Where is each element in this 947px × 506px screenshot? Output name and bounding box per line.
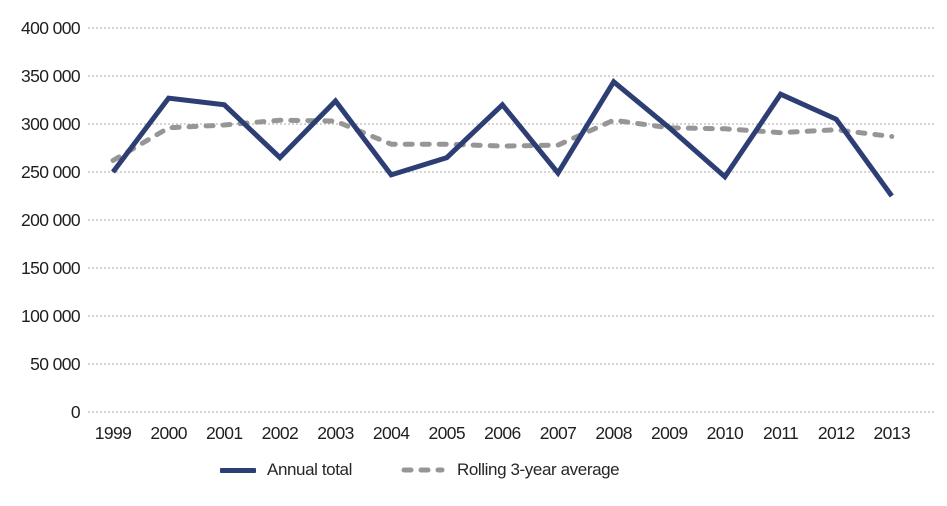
y-axis-tick-label: 0 [71, 402, 81, 422]
y-axis-tick-label: 350 000 [21, 66, 81, 86]
x-axis-tick-label: 2007 [540, 423, 577, 443]
x-axis-tick-label: 2002 [262, 423, 299, 443]
rolling-average-dash-swatch [401, 467, 445, 473]
x-axis-tick-label: 2008 [595, 423, 632, 443]
annual-total-line-swatch [220, 467, 256, 473]
series-line-annual-total [111, 78, 894, 198]
y-axis-tick-label: 100 000 [21, 306, 81, 326]
y-axis-tick-label: 150 000 [21, 258, 81, 278]
x-axis-tick-label: 1999 [95, 423, 132, 443]
x-axis-tick-label: 2009 [651, 423, 688, 443]
x-axis-tick-label: 2005 [429, 423, 466, 443]
x-axis-tick-label: 2010 [707, 423, 744, 443]
chart-legend: Annual total Rolling 3-year average [220, 458, 620, 482]
series-line-rolling-3-year-average [110, 117, 895, 163]
y-axis-tick-label: 200 000 [21, 210, 81, 230]
y-axis-tick-label: 250 000 [21, 162, 81, 182]
x-axis-tick-label: 2003 [317, 423, 354, 443]
legend-label-rolling-average: Rolling 3-year average [457, 460, 620, 479]
legend-label-annual-total: Annual total [267, 460, 352, 479]
y-axis-tick-label: 300 000 [21, 114, 81, 134]
x-axis-tick-label: 2006 [484, 423, 521, 443]
x-axis-tick-label: 2001 [206, 423, 243, 443]
y-axis-tick-label: 400 000 [21, 18, 81, 38]
x-axis-tick-label: 2012 [818, 423, 855, 443]
x-axis-tick-label: 2011 [763, 423, 798, 443]
x-axis-tick-label: 2013 [874, 423, 911, 443]
x-axis-tick-label: 2004 [373, 423, 410, 443]
y-axis-tick-label: 50 000 [30, 354, 81, 374]
x-axis-tick-label: 2000 [150, 423, 187, 443]
line-chart: 400 000 350 000 300 000 250 000 200 000 150 0… [21, 18, 935, 443]
